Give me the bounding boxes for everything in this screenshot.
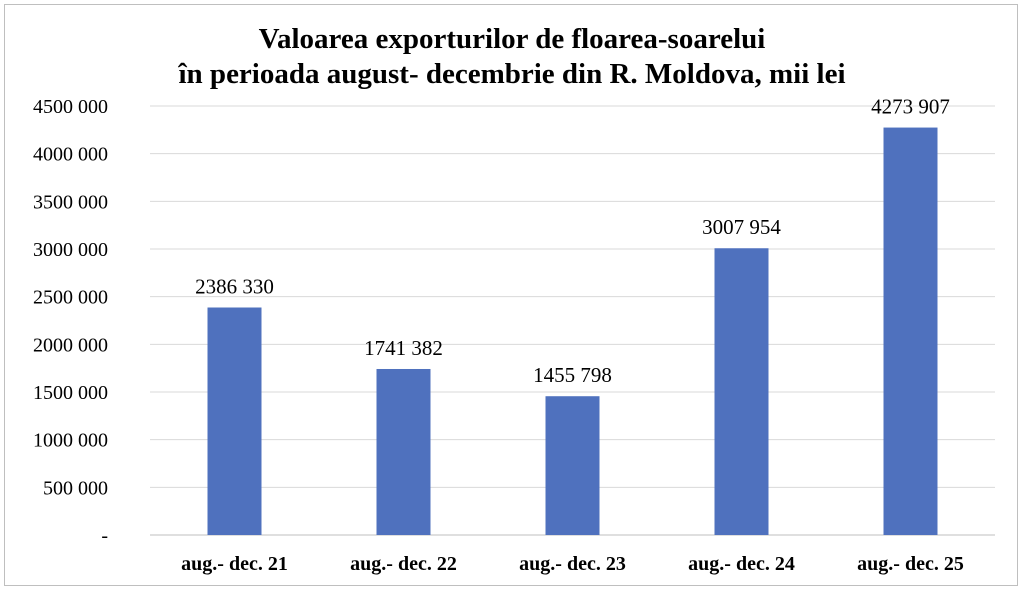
data-label: 2386 330 (195, 275, 274, 299)
y-tick-label: 3500 000 (33, 191, 108, 213)
y-tick-label: 1000 000 (33, 430, 108, 452)
y-tick-label: - (101, 525, 108, 547)
chart-title-line-2: în perioada august- decembrie din R. Mol… (178, 58, 846, 90)
bar (376, 368, 431, 535)
chart-frame (4, 4, 1018, 586)
y-tick-label: 3000 000 (33, 239, 108, 261)
x-tick-label: aug.- dec. 22 (350, 553, 457, 575)
x-tick-label: aug.- dec. 21 (181, 553, 288, 575)
data-label: 3007 954 (702, 215, 781, 239)
data-label: 1455 798 (533, 363, 612, 387)
bar (883, 127, 938, 535)
bar (714, 248, 769, 536)
x-tick-label: aug.- dec. 25 (857, 553, 964, 575)
x-tick-label: aug.- dec. 23 (519, 553, 626, 575)
data-label: 4273 907 (871, 95, 950, 119)
y-tick-label: 2500 000 (33, 287, 108, 309)
data-label: 1741 382 (364, 336, 443, 360)
y-tick-label: 4000 000 (33, 144, 108, 166)
bar (545, 396, 600, 535)
y-tick-label: 1500 000 (33, 382, 108, 404)
y-tick-label: 2000 000 (33, 334, 108, 356)
y-tick-label: 500 000 (43, 477, 108, 499)
bar (207, 307, 262, 535)
chart-title-line-1: Valoarea exporturilor de floarea-soarelu… (258, 23, 766, 55)
x-tick-label: aug.- dec. 24 (688, 553, 795, 575)
chart-title: Valoarea exporturilor de floarea-soarelu… (0, 22, 1024, 92)
y-tick-label: 4500 000 (33, 96, 108, 118)
